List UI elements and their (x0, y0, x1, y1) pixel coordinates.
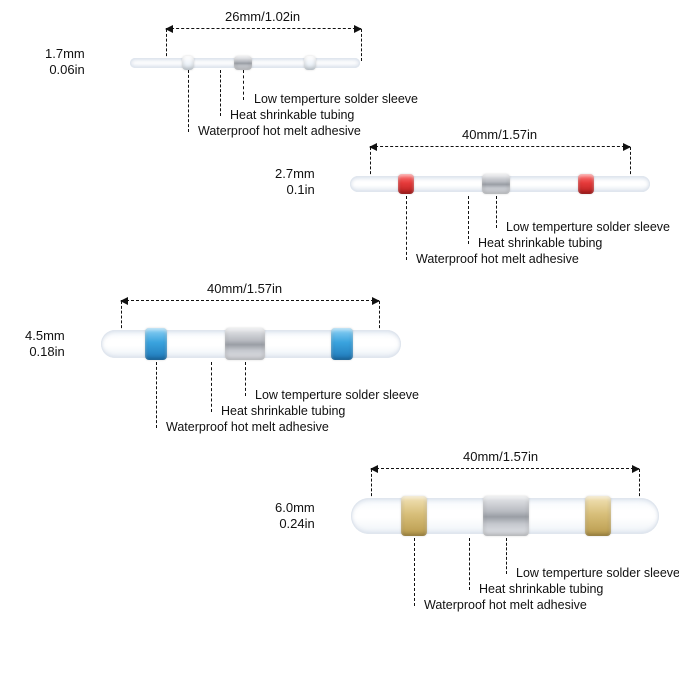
dimension-extension-line (166, 29, 167, 61)
callout-shrink: Heat shrinkable tubing (479, 582, 603, 596)
length-dimension-line (371, 468, 639, 469)
diameter-label: 6.0mm0.24in (275, 500, 315, 533)
solder-sleeve-ring (483, 496, 529, 536)
callout-leader-line (220, 70, 221, 116)
callout-solder: Low temperture solder sleeve (254, 92, 418, 106)
adhesive-ring (304, 56, 316, 70)
adhesive-ring (145, 328, 167, 360)
callout-shrink: Heat shrinkable tubing (221, 404, 345, 418)
callout-leader-line (406, 196, 407, 260)
adhesive-ring (401, 496, 427, 536)
diameter-mm: 1.7mm (45, 46, 85, 61)
diameter-mm: 4.5mm (25, 328, 65, 343)
dimension-extension-line (630, 147, 631, 179)
adhesive-ring (182, 56, 194, 70)
length-label: 40mm/1.57in (463, 449, 538, 464)
callout-solder: Low temperture solder sleeve (506, 220, 670, 234)
callout-leader-line (188, 70, 189, 132)
adhesive-ring (578, 174, 594, 194)
callout-adhesive: Waterproof hot melt adhesive (424, 598, 587, 612)
dimension-extension-line (361, 29, 362, 61)
callout-leader-line (506, 538, 507, 574)
length-dimension-line (370, 146, 630, 147)
solder-sleeve-ring (482, 174, 510, 194)
callout-leader-line (245, 362, 246, 396)
adhesive-ring (585, 496, 611, 536)
diameter-in: 0.06in (49, 62, 84, 77)
callout-leader-line (243, 70, 244, 100)
dimension-extension-line (371, 469, 372, 501)
diameter-label: 1.7mm0.06in (45, 46, 85, 79)
callout-adhesive: Waterproof hot melt adhesive (166, 420, 329, 434)
length-dimension-line (121, 300, 379, 301)
dimension-extension-line (370, 147, 371, 179)
length-label: 40mm/1.57in (462, 127, 537, 142)
callout-leader-line (468, 196, 469, 244)
length-label: 40mm/1.57in (207, 281, 282, 296)
adhesive-ring (398, 174, 414, 194)
callout-shrink: Heat shrinkable tubing (478, 236, 602, 250)
callout-leader-line (156, 362, 157, 428)
connector-blue-4p5: 40mm/1.57in4.5mm0.18inLow temperture sol… (35, 300, 415, 470)
dimension-extension-line (639, 469, 640, 501)
callout-leader-line (469, 538, 470, 590)
dimension-extension-line (379, 301, 380, 333)
callout-adhesive: Waterproof hot melt adhesive (198, 124, 361, 138)
length-label: 26mm/1.02in (225, 9, 300, 24)
callout-solder: Low temperture solder sleeve (255, 388, 419, 402)
solder-sleeve-ring (225, 328, 265, 360)
callout-leader-line (496, 196, 497, 228)
solder-sleeve-ring (234, 56, 252, 70)
connector-yellow-6p0: 40mm/1.57in6.0mm0.24inLow temperture sol… (285, 468, 675, 638)
diameter-label: 2.7mm0.1in (275, 166, 315, 199)
connector-red-2p7: 40mm/1.57in2.7mm0.1inLow temperture sold… (290, 146, 670, 316)
adhesive-ring (331, 328, 353, 360)
length-dimension-line (166, 28, 361, 29)
diameter-mm: 2.7mm (275, 166, 315, 181)
diameter-in: 0.24in (279, 516, 314, 531)
callout-shrink: Heat shrinkable tubing (230, 108, 354, 122)
callout-adhesive: Waterproof hot melt adhesive (416, 252, 579, 266)
diameter-in: 0.18in (29, 344, 64, 359)
diameter-in: 0.1in (287, 182, 315, 197)
diameter-mm: 6.0mm (275, 500, 315, 515)
diameter-label: 4.5mm0.18in (25, 328, 65, 361)
callout-leader-line (414, 538, 415, 606)
dimension-extension-line (121, 301, 122, 333)
callout-leader-line (211, 362, 212, 412)
callout-solder: Low temperture solder sleeve (516, 566, 679, 580)
